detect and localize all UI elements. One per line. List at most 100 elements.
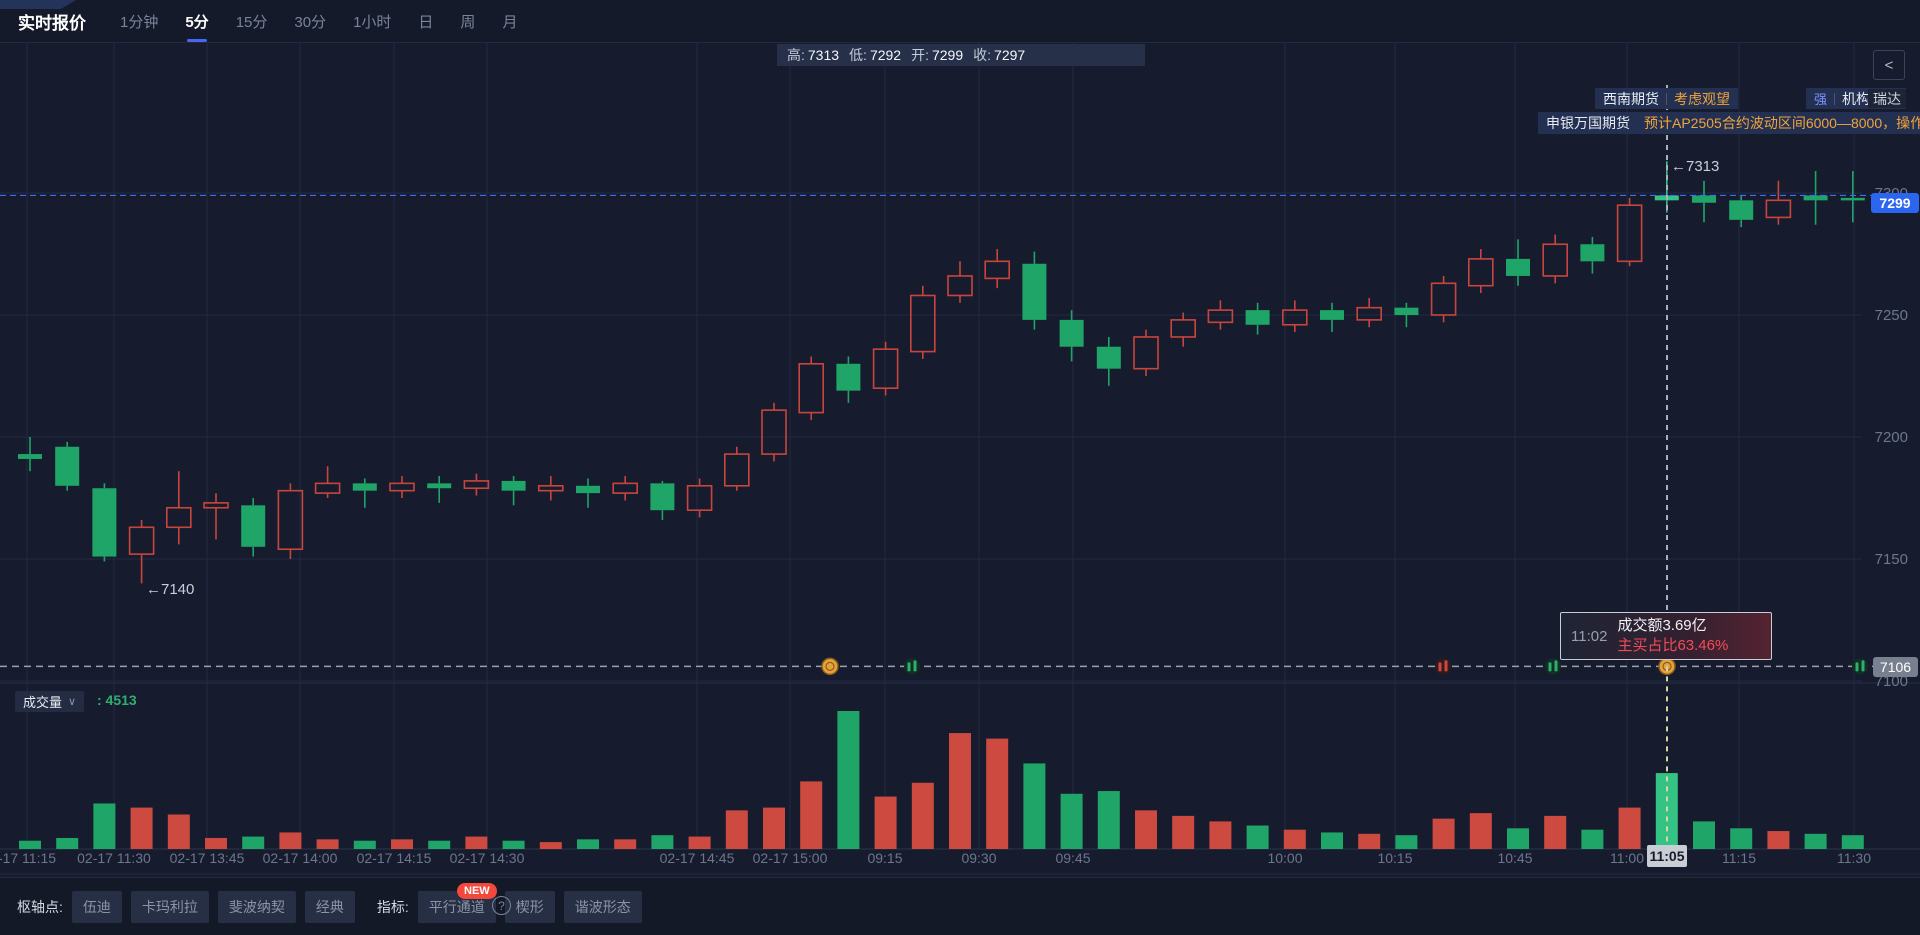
candle-41[interactable] — [1542, 234, 1568, 284]
volume-bar-41[interactable] — [1544, 815, 1567, 849]
volume-bar-23[interactable] — [874, 796, 897, 849]
candle-36[interactable] — [1356, 297, 1382, 328]
candle-5[interactable] — [203, 493, 229, 540]
candle-14[interactable] — [537, 476, 564, 501]
volume-bar-35[interactable] — [1321, 832, 1343, 849]
candle-17[interactable] — [650, 480, 675, 520]
volume-bar-30[interactable] — [1135, 810, 1157, 849]
candle-26[interactable] — [984, 249, 1011, 289]
volume-indicator-button[interactable]: 成交量 ∨ — [15, 691, 85, 712]
candle-48[interactable] — [1803, 171, 1828, 225]
volume-bar-4[interactable] — [167, 814, 190, 850]
candle-35[interactable] — [1320, 302, 1344, 333]
volume-bar-48[interactable] — [1804, 833, 1827, 849]
volume-bar-21[interactable] — [800, 781, 823, 849]
help-icon[interactable]: ? — [492, 896, 511, 915]
volume-bar-8[interactable] — [316, 839, 339, 849]
volume-bar-25[interactable] — [949, 733, 971, 849]
volume-bar-1[interactable] — [56, 837, 79, 849]
pivot-button-1[interactable]: 卡玛利拉 — [130, 891, 209, 923]
volume-bar-22[interactable] — [837, 711, 860, 849]
news-badge-southwest[interactable]: 西南期货 考虑观望 — [1595, 88, 1738, 109]
candle-27[interactable] — [1022, 251, 1047, 330]
volume-bar-18[interactable] — [688, 836, 711, 849]
candle-43[interactable] — [1616, 197, 1643, 267]
tab-timeframe-3[interactable]: 30分 — [294, 13, 327, 31]
tab-timeframe-1[interactable]: 5分 — [185, 7, 209, 42]
candle-4[interactable] — [166, 471, 192, 545]
pivot-button-2[interactable]: 斐波纳契 — [217, 891, 296, 923]
news-badge-shenyin[interactable]: 申银万国期货 预计AP2505合约波动区间6000—8000，操作上建议 — [1538, 112, 1920, 134]
volume-bar-7[interactable] — [279, 832, 302, 849]
volume-bar-6[interactable] — [242, 836, 265, 849]
candle-6[interactable] — [241, 498, 266, 557]
candle-8[interactable] — [314, 466, 341, 498]
tab-timeframe-2[interactable]: 15分 — [235, 13, 268, 31]
candle-19[interactable] — [723, 446, 750, 491]
volume-bar-27[interactable] — [1023, 763, 1046, 849]
volume-bar-45[interactable] — [1693, 821, 1715, 849]
candle-49[interactable] — [1840, 171, 1865, 223]
candle-33[interactable] — [1245, 302, 1270, 335]
volume-bar-38[interactable] — [1432, 818, 1455, 849]
event-marker-coin-0[interactable] — [821, 657, 839, 676]
candle-3[interactable] — [128, 519, 155, 584]
indicator-button-1[interactable]: 楔形 — [504, 891, 555, 923]
volume-bar-5[interactable] — [205, 837, 227, 849]
candle-47[interactable] — [1765, 180, 1792, 225]
event-marker-red-2[interactable] — [1435, 658, 1451, 675]
volume-bar-19[interactable] — [725, 810, 748, 849]
volume-bar-9[interactable] — [353, 840, 376, 849]
volume-bar-11[interactable] — [428, 840, 451, 849]
volume-bar-17[interactable] — [651, 835, 674, 849]
volume-bar-14[interactable] — [539, 842, 562, 849]
volume-bar-13[interactable] — [502, 840, 525, 849]
volume-bar-32[interactable] — [1209, 821, 1232, 849]
pivot-button-0[interactable]: 伍迪 — [71, 891, 122, 923]
candle-30[interactable] — [1133, 329, 1159, 376]
candle-40[interactable] — [1506, 239, 1530, 286]
volume-bar-33[interactable] — [1246, 825, 1269, 849]
volume-bar-20[interactable] — [763, 807, 785, 849]
candle-39[interactable] — [1468, 249, 1494, 294]
candle-13[interactable] — [501, 476, 526, 506]
candle-25[interactable] — [947, 261, 973, 303]
volume-bar-15[interactable] — [577, 839, 599, 849]
candle-0[interactable] — [18, 437, 42, 472]
volume-bar-37[interactable] — [1395, 835, 1418, 849]
candle-1[interactable] — [55, 441, 80, 491]
candle-20[interactable] — [761, 402, 787, 462]
volume-bar-16[interactable] — [614, 839, 637, 849]
pivot-button-3[interactable]: 经典 — [304, 891, 355, 923]
tab-timeframe-4[interactable]: 1小时 — [353, 13, 392, 31]
volume-bar-39[interactable] — [1469, 813, 1492, 849]
candle-38[interactable] — [1430, 275, 1457, 323]
candle-29[interactable] — [1096, 336, 1121, 386]
candle-18[interactable] — [686, 478, 713, 518]
volume-bar-31[interactable] — [1172, 815, 1195, 849]
candle-31[interactable] — [1170, 312, 1196, 347]
volume-bar-0[interactable] — [19, 840, 41, 849]
volume-bar-46[interactable] — [1730, 828, 1753, 849]
volume-bar-10[interactable] — [391, 839, 413, 849]
indicator-button-0[interactable]: 平行通道 — [417, 891, 496, 923]
candle-46[interactable] — [1729, 195, 1754, 228]
volume-bar-49[interactable] — [1841, 835, 1864, 849]
candle-15[interactable] — [576, 478, 600, 508]
volume-bar-2[interactable] — [93, 803, 116, 849]
candle-16[interactable] — [612, 476, 639, 501]
event-marker-green-5[interactable] — [1852, 658, 1868, 675]
volume-bar-42[interactable] — [1581, 829, 1604, 849]
volume-bar-3[interactable] — [130, 807, 153, 849]
candle-11[interactable] — [427, 476, 452, 503]
candle-12[interactable] — [463, 473, 490, 496]
candle-23[interactable] — [872, 341, 899, 396]
candle-7[interactable] — [277, 483, 304, 559]
collapse-panel-button[interactable]: < — [1873, 50, 1905, 80]
candle-2[interactable] — [92, 483, 117, 562]
volume-bar-26[interactable] — [986, 738, 1009, 849]
candle-21[interactable] — [798, 356, 825, 420]
volume-bar-40[interactable] — [1507, 828, 1529, 849]
candle-37[interactable] — [1394, 302, 1419, 328]
